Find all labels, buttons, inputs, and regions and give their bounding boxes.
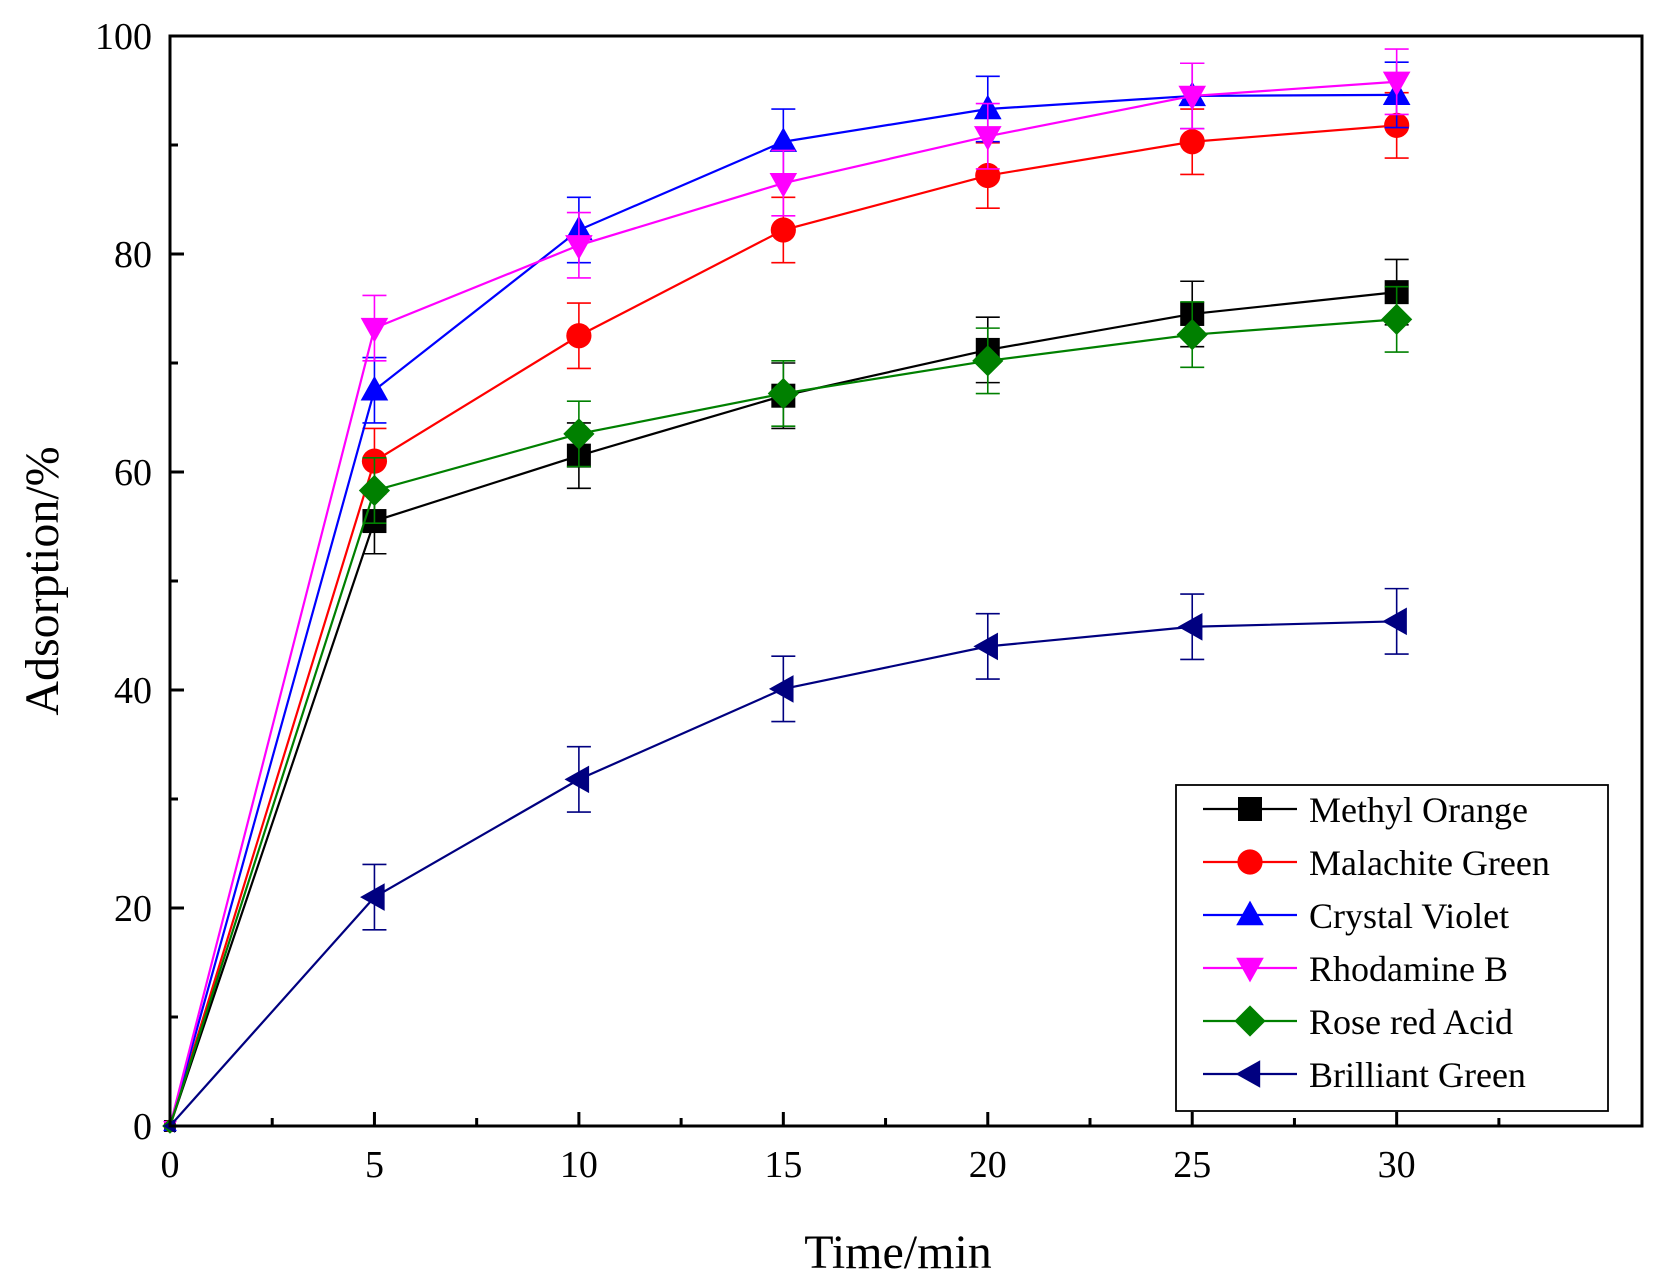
legend-box	[1175, 784, 1609, 1112]
y-tick-label: 0	[133, 1106, 152, 1148]
data-point	[770, 217, 796, 243]
legend-marker	[1236, 957, 1264, 983]
data-point	[358, 474, 391, 507]
legend-item: Malachite Green	[1203, 843, 1550, 883]
legend-marker	[1235, 1060, 1261, 1088]
legend-label: Malachite Green	[1309, 843, 1550, 883]
data-point	[973, 632, 998, 661]
x-tick-label: 10	[560, 1144, 598, 1186]
legend-label: Brilliant Green	[1309, 1055, 1526, 1095]
data-point	[1176, 319, 1208, 351]
axis-labels: 0 5 10 15 20 25 30 0 20 40 60 80 100	[95, 16, 1416, 1186]
data-point	[973, 126, 1002, 151]
series-brilliant-green	[162, 587, 1409, 1133]
x-tick-label: 25	[1173, 1144, 1211, 1186]
x-tick-label: 5	[365, 1144, 384, 1186]
data-point	[1381, 303, 1413, 335]
legend-marker	[1237, 849, 1263, 875]
data-point	[972, 345, 1004, 377]
legend-item: Crystal Violet	[1203, 896, 1509, 936]
y-tick-label: 20	[114, 888, 152, 930]
data-point	[769, 172, 798, 198]
legend-label: Rose red Acid	[1309, 1002, 1513, 1042]
data-point	[1179, 129, 1205, 155]
legend-item: Rose red Acid	[1203, 1002, 1513, 1042]
plot-content	[162, 48, 1413, 1134]
legend-label: Rhodamine B	[1309, 949, 1508, 989]
legend-label: Crystal Violet	[1309, 896, 1509, 936]
data-point	[767, 377, 799, 410]
data-point	[360, 883, 385, 911]
legend-marker	[1234, 1005, 1266, 1037]
data-point	[1382, 71, 1411, 97]
data-point	[565, 235, 593, 260]
series-rhodamine-b	[163, 48, 1411, 1134]
data-point	[1382, 607, 1407, 636]
series-rose-red-acid	[162, 285, 1413, 1134]
legend-item: Methyl Orange	[1203, 790, 1528, 830]
data-point	[563, 418, 595, 450]
x-axis-title: Time/min	[804, 1226, 992, 1279]
x-tick-label: 30	[1378, 1144, 1416, 1186]
data-point	[566, 323, 592, 349]
y-tick-label: 60	[114, 452, 152, 494]
y-tick-label: 40	[114, 670, 152, 712]
x-tick-label: 0	[161, 1144, 180, 1186]
legend-marker	[1236, 900, 1264, 926]
y-tick-label: 80	[114, 234, 152, 276]
data-point	[769, 127, 798, 152]
legend-label: Methyl Orange	[1309, 790, 1528, 830]
legend-item: Brilliant Green	[1203, 1055, 1526, 1095]
data-point	[564, 765, 590, 794]
data-point	[768, 675, 794, 703]
legend-item: Rhodamine B	[1203, 949, 1508, 989]
legend-marker	[1238, 797, 1262, 821]
legend: Methyl Orange Malachite Green Crystal Viol…	[1175, 784, 1609, 1112]
data-point	[1178, 85, 1207, 111]
data-point	[1177, 612, 1203, 641]
x-tick-label: 15	[764, 1144, 802, 1186]
data-point	[360, 317, 389, 343]
axis-ticks	[168, 34, 1501, 1128]
y-tick-label: 100	[95, 16, 152, 58]
y-axis-title: Adsorption/%	[16, 446, 69, 715]
data-point	[360, 375, 389, 401]
x-tick-label: 20	[969, 1144, 1007, 1186]
